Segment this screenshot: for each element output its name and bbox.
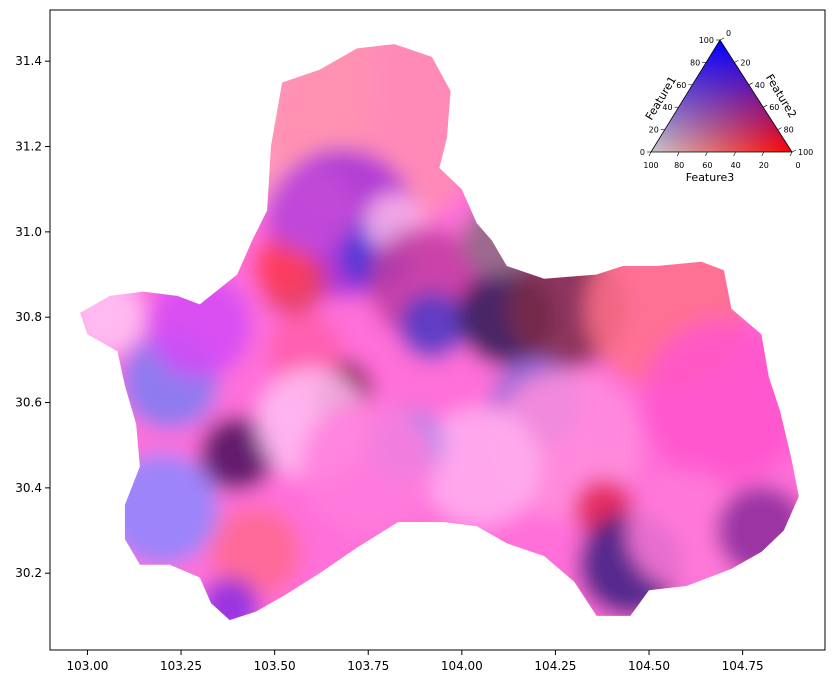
y-tick-label: 31.2: [15, 140, 42, 154]
plot-frame: [49, 9, 826, 651]
ternary-tick-left: 100: [699, 36, 714, 45]
heatmap-patch-7: [398, 292, 466, 360]
x-tick-label: 103.00: [66, 659, 108, 673]
ternary-tick-right: 0: [726, 29, 731, 38]
ternary-tick-bottom: 60: [702, 161, 712, 170]
y-tick-label: 31.4: [15, 54, 42, 68]
ternary-triangle-outline: [650, 39, 793, 153]
ternary-tick-left: 60: [676, 81, 686, 90]
x-tick-label: 104.75: [722, 659, 764, 673]
heatmap-patch-18: [626, 470, 747, 591]
y-tick-label: 31.0: [15, 225, 42, 239]
ternary-tick-right: 20: [740, 58, 750, 67]
heatmap-patch-31: [300, 399, 436, 534]
y-tick-label: 30.2: [15, 566, 42, 580]
heatmap-patch-12: [641, 320, 799, 485]
ternary-tick-left: 40: [662, 103, 672, 112]
ternary-tick-right: 80: [784, 126, 794, 135]
x-tick-label: 104.00: [441, 659, 483, 673]
x-tick-label: 104.50: [628, 659, 670, 673]
y-tick-label: 30.6: [15, 396, 42, 410]
x-tick-label: 104.25: [534, 659, 576, 673]
ternary-tick-left: 20: [649, 126, 659, 135]
y-tick-label: 30.4: [15, 481, 42, 495]
ternary-triangle-overlay: [651, 40, 792, 152]
y-tick-label: 30.8: [15, 310, 42, 324]
heatmap-patch-28: [199, 577, 260, 621]
ternary-tick-bottom: 20: [759, 161, 769, 170]
ternary-tick-bottom: 80: [674, 161, 684, 170]
ternary-tick-right: 60: [769, 103, 779, 112]
heatmap-patch-27: [211, 507, 301, 597]
ternary-tick-bottom: 0: [795, 161, 800, 170]
heatmap-patch-22: [199, 416, 275, 492]
x-tick-label: 103.75: [347, 659, 389, 673]
ternary-tick-left: 0: [640, 148, 645, 157]
x-axis: 103.00 103.25 103.50 103.75 104.00 104.25 104.…: [66, 650, 764, 673]
heatmap-patch-26: [147, 273, 253, 379]
x-tick-label: 103.50: [254, 659, 296, 673]
y-axis: 30.2 30.4 30.6 30.8 31.0 31.2 31.4: [15, 54, 50, 580]
ternary-tick-left: 80: [690, 58, 700, 67]
ternary-tick-right: 40: [755, 81, 765, 90]
x-tick-label: 103.25: [160, 659, 202, 673]
ternary-tick-bottom: 100: [643, 161, 658, 170]
ternary-tick-bottom: 40: [731, 161, 741, 170]
ternary-tick-right: 100: [798, 148, 813, 157]
ternary-label-feature3: Feature3: [686, 171, 735, 184]
heatmap-patch-24: [106, 453, 219, 566]
heatmap-patch-33: [267, 165, 357, 256]
heatmap-patch-15: [420, 406, 541, 527]
